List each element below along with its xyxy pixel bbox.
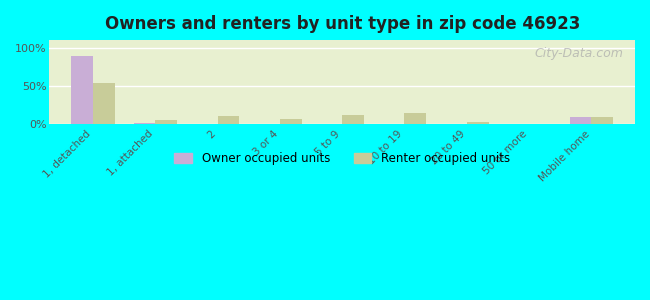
Bar [342, 115, 364, 124]
Bar [155, 120, 177, 124]
Title: Owners and renters by unit type in zip code 46923: Owners and renters by unit type in zip c… [105, 15, 580, 33]
Bar [569, 117, 592, 124]
Bar [93, 83, 115, 124]
Bar [404, 113, 426, 124]
Bar [133, 123, 155, 124]
Bar [592, 117, 613, 124]
Bar [218, 116, 239, 124]
Bar [280, 119, 302, 124]
Bar [72, 56, 93, 124]
Legend: Owner occupied units, Renter occupied units: Owner occupied units, Renter occupied un… [170, 147, 515, 170]
Text: City-Data.com: City-Data.com [534, 47, 623, 60]
Bar [467, 122, 489, 124]
